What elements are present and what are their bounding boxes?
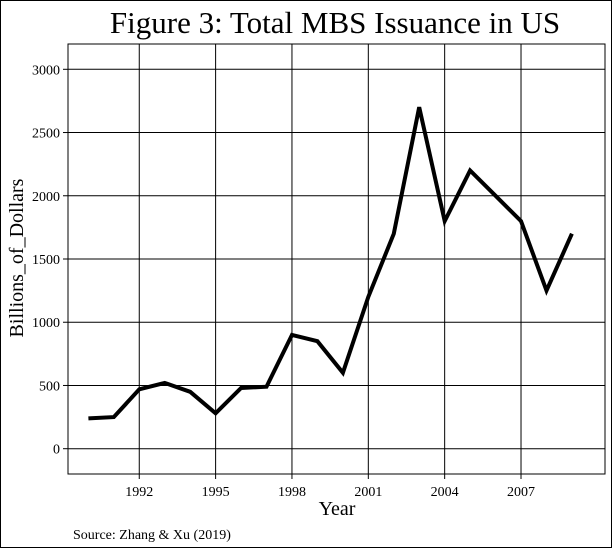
x-tick-label: 1992 [125, 485, 153, 500]
y-tick-label: 0 [53, 443, 60, 458]
x-axis-label: Year [319, 498, 356, 520]
y-tick-label: 3000 [32, 63, 60, 78]
y-tick-label: 2500 [32, 127, 60, 142]
y-tick-label: 1500 [32, 253, 60, 268]
y-tick-label: 500 [39, 379, 60, 394]
series-layer [88, 106, 574, 421]
y-tick-label: 1000 [32, 316, 60, 331]
x-tick-label: 2001 [354, 485, 382, 500]
source-note: Source: Zhang & Xu (2019) [73, 528, 231, 543]
series-line [88, 106, 574, 421]
chart-title: Figure 3: Total MBS Issuance in US [110, 5, 560, 40]
y-axis: 0 500 1000 1500 2000 2500 3000 [32, 63, 68, 458]
grid [68, 44, 605, 474]
y-tick-label: 2000 [32, 190, 60, 205]
y-axis-label: Billions_of_Dollars [6, 178, 28, 337]
x-tick-label: 2004 [431, 485, 459, 500]
x-tick-label: 2007 [507, 485, 535, 500]
x-tick-label: 1995 [202, 485, 230, 500]
x-axis: 1992 1995 1998 2001 2004 2007 [125, 474, 535, 500]
x-tick-label: 1998 [278, 485, 306, 500]
